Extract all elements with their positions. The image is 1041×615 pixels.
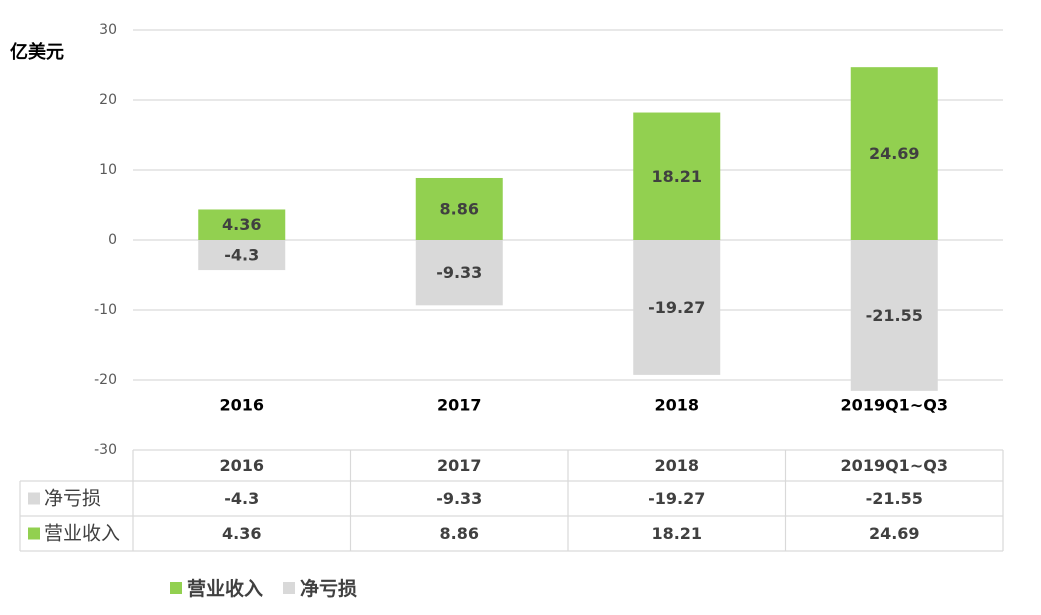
table-cell: 18.21 (651, 524, 702, 543)
table-cell: -19.27 (648, 489, 705, 508)
legend: 营业收入 净亏损 (170, 574, 357, 601)
legend-item-net-loss: 净亏损 (283, 574, 357, 601)
table-header-cell: 2016 (219, 456, 264, 475)
data-label-revenue: 24.69 (869, 144, 920, 163)
legend-swatch-net-loss (283, 581, 296, 594)
table-row-label: 营业收入 (44, 523, 120, 545)
table-row-swatch (28, 527, 40, 540)
bar-net-loss (415, 240, 503, 306)
y-tick-label: -10 (94, 302, 117, 318)
data-label-revenue: 18.21 (651, 167, 702, 186)
table-cell: -21.55 (866, 489, 923, 508)
data-label-net-loss: -4.3 (224, 246, 259, 265)
legend-label-net-loss: 净亏损 (300, 578, 358, 600)
data-label-net-loss: -19.27 (648, 298, 705, 317)
table-header-cell: 2017 (437, 456, 482, 475)
table-cell: -4.3 (224, 489, 259, 508)
x-category-label: 2016 (219, 396, 264, 415)
table-row-swatch (28, 492, 40, 505)
bar-revenue (633, 112, 721, 240)
y-tick-label: -20 (94, 372, 117, 388)
y-tick-label: 0 (108, 232, 117, 248)
bar-net-loss (198, 240, 286, 271)
table-cell: 8.86 (440, 524, 479, 543)
legend-item-revenue: 营业收入 (170, 574, 263, 601)
data-label-revenue: 4.36 (222, 215, 261, 234)
table-header-cell: 2019Q1~Q3 (841, 456, 948, 475)
bar-net-loss (633, 240, 721, 375)
table-cell: 24.69 (869, 524, 920, 543)
y-tick-label: 30 (99, 22, 117, 38)
x-category-label: 2017 (437, 396, 482, 415)
bar-net-loss (850, 240, 938, 391)
y-tick-label: 10 (99, 162, 117, 178)
y-tick-label: -30 (94, 442, 117, 458)
x-category-label: 2018 (654, 396, 699, 415)
bar-revenue (198, 209, 286, 240)
table-header-cell: 2018 (654, 456, 699, 475)
table-cell: -9.33 (436, 489, 482, 508)
y-axis-unit-label: 亿美元 (10, 42, 64, 63)
data-label-net-loss: -9.33 (436, 263, 482, 282)
data-label-revenue: 8.86 (440, 199, 479, 218)
y-tick-label: 20 (99, 92, 117, 108)
legend-label-revenue: 营业收入 (187, 578, 264, 600)
bar-revenue (850, 67, 938, 240)
x-category-label: 2019Q1~Q3 (841, 396, 948, 415)
bar-revenue (415, 177, 503, 240)
table-cell: 4.36 (222, 524, 261, 543)
data-label-net-loss: -21.55 (866, 306, 923, 325)
legend-swatch-revenue (170, 581, 182, 594)
table-row-label: 净亏损 (44, 488, 101, 510)
